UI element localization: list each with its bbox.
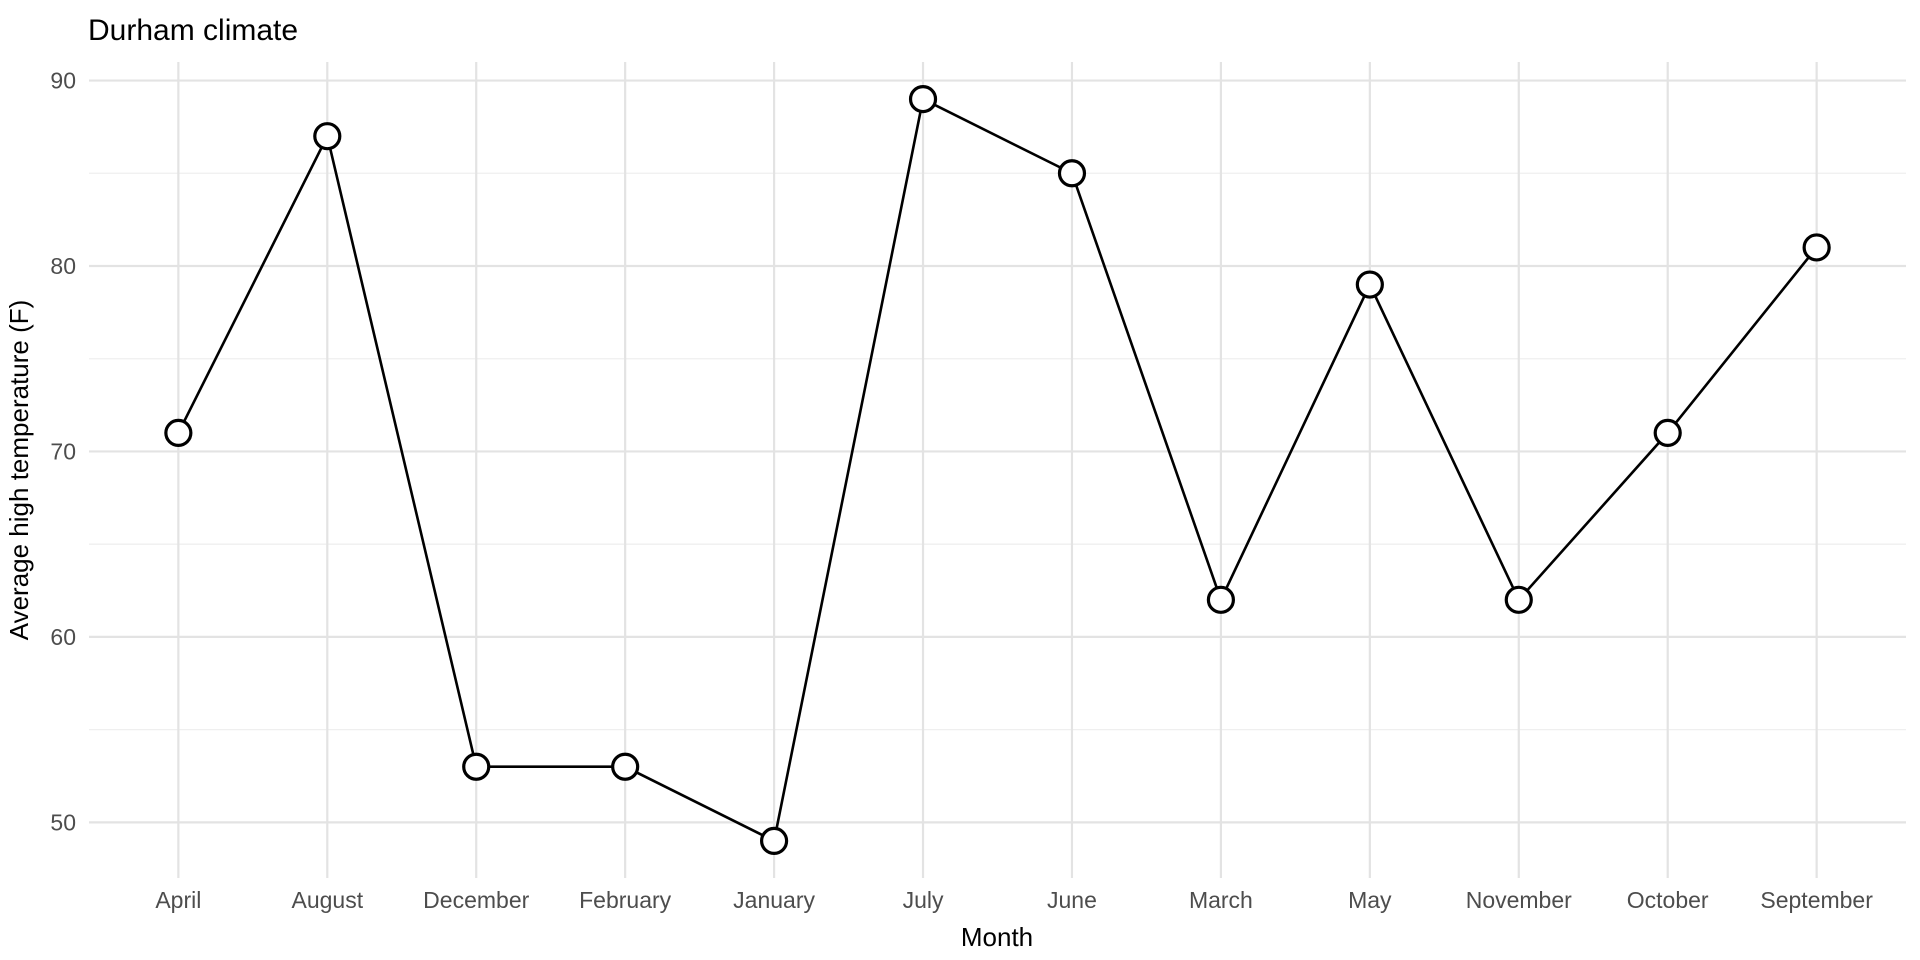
data-point-october (1653, 418, 1682, 448)
x-tick-label-july: July (903, 887, 944, 913)
data-point-may (1355, 270, 1384, 299)
data-point-february (611, 752, 640, 781)
y-tick-label-60: 60 (50, 624, 76, 650)
data-point-march (1206, 585, 1236, 614)
minor-gridlines (89, 172, 1906, 731)
data-point-june (1057, 159, 1087, 188)
y-tick-label-90: 90 (50, 68, 76, 94)
data-series (164, 84, 1831, 856)
x-tick-label-november: November (1466, 887, 1572, 913)
x-tick-label-february: February (579, 887, 672, 913)
x-tick-label-august: August (291, 887, 363, 913)
y-axis-title: Average high temperature (F) (4, 300, 34, 641)
y-tick-label-70: 70 (50, 438, 76, 464)
x-tick-label-april: April (155, 887, 201, 913)
data-point-january (759, 826, 789, 856)
x-tick-label-may: May (1348, 887, 1392, 913)
major-gridlines (89, 62, 1906, 878)
data-point-july (908, 84, 938, 114)
y-tick-label-50: 50 (50, 809, 76, 835)
x-tick-label-december: December (423, 887, 529, 913)
data-point-december (462, 752, 491, 781)
x-tick-label-january: January (733, 887, 815, 913)
x-axis-title: Month (961, 922, 1033, 952)
chart-title: Durham climate (88, 14, 298, 47)
data-point-november (1504, 585, 1533, 614)
x-tick-label-october: October (1627, 887, 1709, 913)
data-point-august (313, 122, 342, 151)
data-point-april (164, 418, 193, 448)
x-tick-label-june: June (1047, 887, 1097, 913)
x-tick-label-march: March (1189, 887, 1253, 913)
x-tick-label-september: September (1760, 887, 1873, 913)
data-point-september (1802, 233, 1831, 262)
y-tick-label-80: 80 (50, 253, 76, 279)
series-line (177, 97, 1818, 843)
tick-labels: 50 60 70 80 90 April August December February Jan… (50, 68, 1873, 913)
